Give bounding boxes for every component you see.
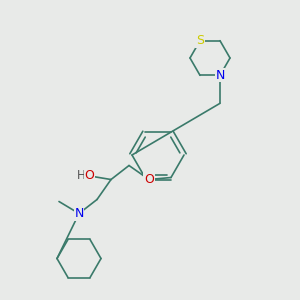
Text: N: N: [215, 69, 225, 82]
Text: O: O: [144, 173, 154, 186]
Text: H: H: [77, 169, 86, 182]
Text: O: O: [84, 169, 94, 182]
Text: N: N: [74, 207, 84, 220]
Text: S: S: [196, 34, 204, 47]
